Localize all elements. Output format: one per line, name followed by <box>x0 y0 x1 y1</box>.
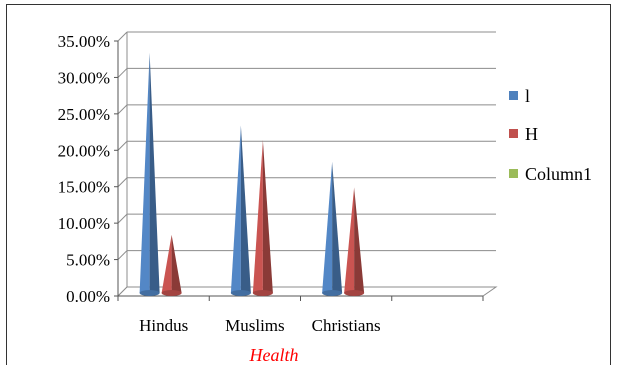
legend-label: l <box>525 86 530 106</box>
y-tick-label: 30.00% <box>58 68 110 87</box>
cone-bar-right <box>240 125 251 296</box>
cone-bar-right <box>149 52 160 297</box>
cone-chart: 0.00% 5.00% 10.00% 15.00% 20.00% 25.00% 30.00%… <box>58 31 592 365</box>
cone-bar-base <box>161 290 182 296</box>
legend-label: Column1 <box>525 164 592 184</box>
cone-bar-left <box>252 140 263 296</box>
cone-bar-base <box>344 290 365 296</box>
y-tick-label: 10.00% <box>58 214 110 233</box>
y-tick-label: 0.00% <box>66 287 110 306</box>
cone-bar-left <box>161 234 172 296</box>
legend-swatch <box>509 129 518 138</box>
y-tick-label: 35.00% <box>58 32 110 51</box>
y-tick-label: 5.00% <box>66 251 110 270</box>
gridline-side <box>117 213 128 224</box>
y-tick-label: 20.00% <box>58 141 110 160</box>
cone-bar-base <box>139 290 160 296</box>
legend-swatch <box>509 91 518 100</box>
cone-bar-right <box>262 140 273 296</box>
y-tick-label: 15.00% <box>58 178 110 197</box>
gridline-side <box>117 250 128 260</box>
gridline-side <box>117 104 128 115</box>
cone-bar-right <box>354 187 365 296</box>
cone-bar-left <box>344 187 355 296</box>
x-tick-label: Muslims <box>225 316 285 335</box>
gridline-side <box>117 140 128 151</box>
cone-bar-right <box>171 234 182 296</box>
gridline-side <box>117 177 128 188</box>
cone-bar-base <box>252 290 273 296</box>
cone-bar-right <box>332 161 343 296</box>
legend-swatch <box>509 169 518 178</box>
cone-bar-base <box>230 290 251 296</box>
x-tick-label: Christians <box>312 316 381 335</box>
x-tick-label: Hindus <box>139 316 188 335</box>
cone-bar-left <box>139 52 150 297</box>
gridline-side <box>117 68 128 78</box>
x-axis-title: Health <box>249 345 299 365</box>
cone-bar-left <box>230 125 241 296</box>
cone-bar-base <box>322 290 343 296</box>
gridline-side <box>117 31 128 42</box>
chart-frame: 0.00% 5.00% 10.00% 15.00% 20.00% 25.00% 30.00%… <box>6 4 611 365</box>
y-tick-label: 25.00% <box>58 105 110 124</box>
cone-bar-left <box>322 161 333 296</box>
legend-label: H <box>525 124 538 144</box>
